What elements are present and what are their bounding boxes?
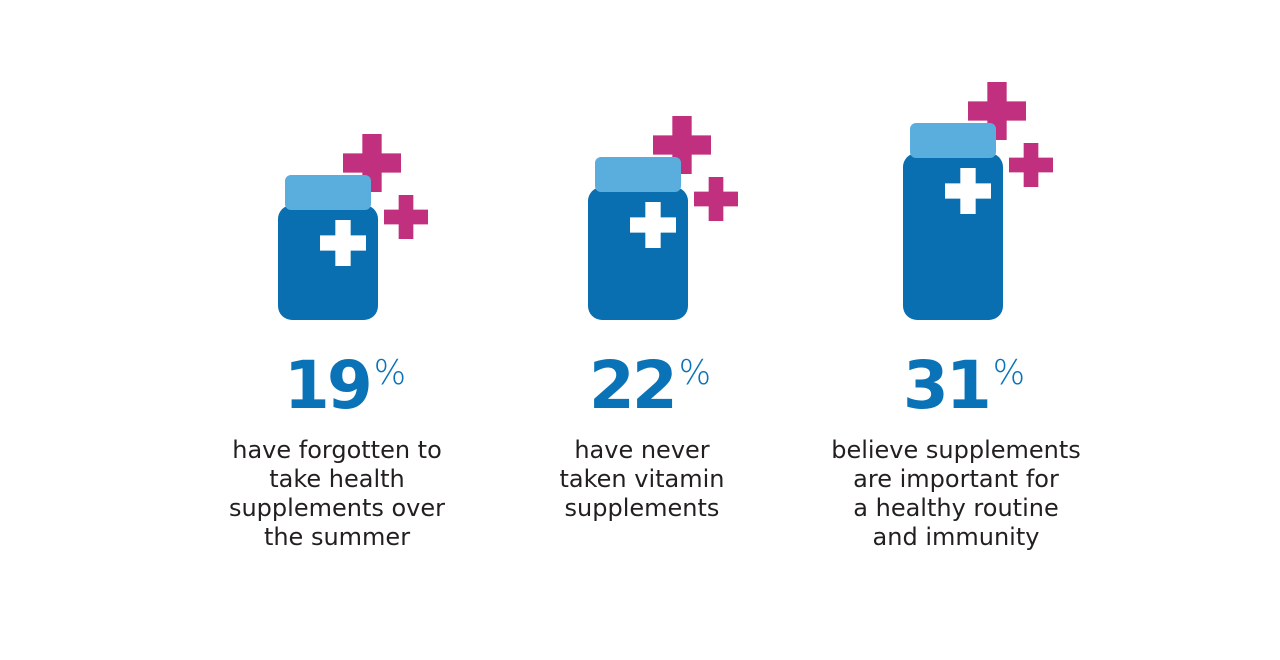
plus-icon <box>968 82 1026 140</box>
stat-description: have forgotten to <box>232 436 442 464</box>
stat-unit: % <box>679 353 711 393</box>
bottle-cross <box>945 168 991 214</box>
stat-value: 22% <box>589 347 711 424</box>
stat-description: have never <box>574 436 709 464</box>
bottle-cross <box>630 202 676 248</box>
plus-icon <box>694 177 738 221</box>
plus-icon <box>343 134 401 192</box>
stat-description: take health <box>269 465 405 493</box>
stat-description: a healthy routine <box>853 494 1058 522</box>
stat-unit: % <box>374 353 406 393</box>
stat-description: the summer <box>264 523 410 551</box>
stat-description: are important for <box>853 465 1059 493</box>
bottle-cap <box>910 123 996 158</box>
stat-number: 19 <box>284 347 370 424</box>
bottle-cap <box>595 157 681 192</box>
bottle-body <box>278 205 378 320</box>
stat-number: 31 <box>903 347 989 424</box>
stat-value: 31% <box>903 347 1025 424</box>
bottle-body <box>903 153 1003 320</box>
bottle-cross <box>320 220 366 266</box>
stat-unit: % <box>993 353 1025 393</box>
stat-description: believe supplements <box>831 436 1081 464</box>
bottle-body <box>588 187 688 320</box>
stat-description: and immunity <box>873 523 1040 551</box>
stat-description: supplements over <box>229 494 445 522</box>
stat-description: taken vitamin <box>559 465 724 493</box>
stat-number: 22 <box>589 347 675 424</box>
stat-value: 19% <box>284 347 406 424</box>
bottle-cap <box>285 175 371 210</box>
stat-description: supplements <box>565 494 720 522</box>
plus-icon <box>653 116 711 174</box>
plus-icon <box>384 195 428 239</box>
plus-icon <box>1009 143 1053 187</box>
